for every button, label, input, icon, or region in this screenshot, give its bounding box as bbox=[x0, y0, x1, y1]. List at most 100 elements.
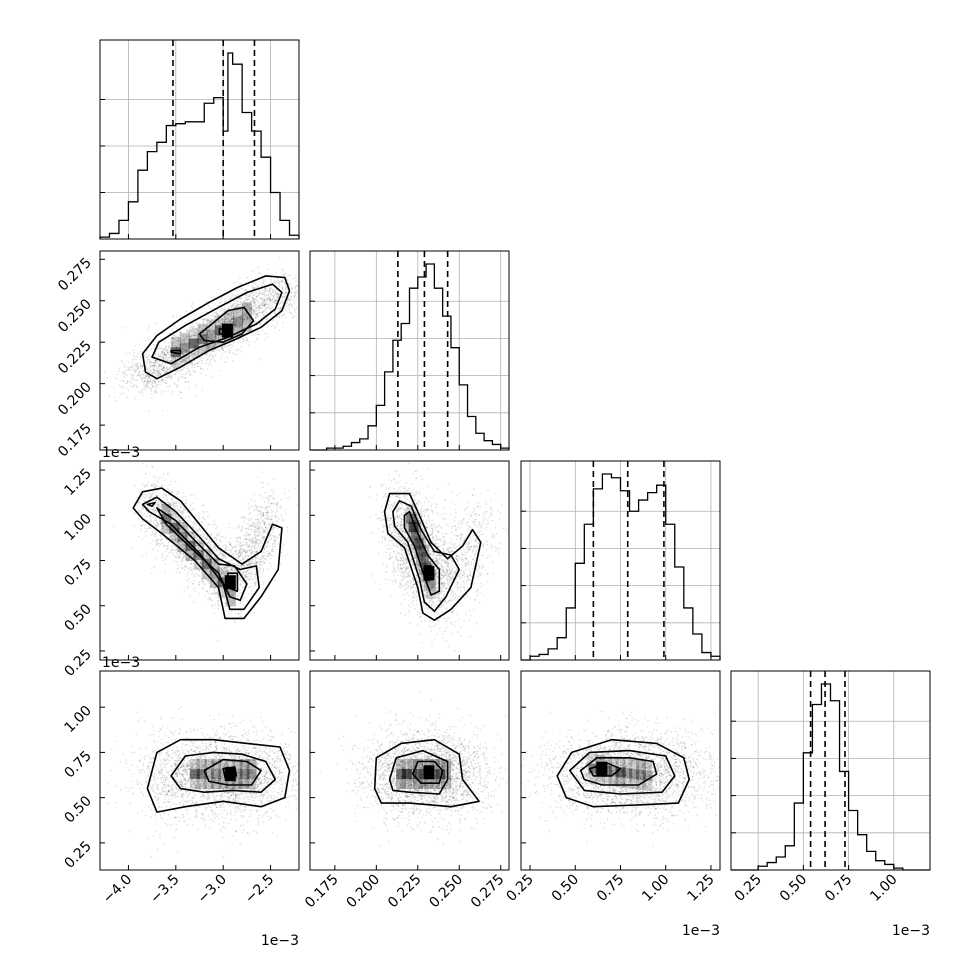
sample-point bbox=[284, 283, 287, 285]
sample-point bbox=[178, 557, 180, 559]
sample-point bbox=[279, 309, 281, 312]
sample-point bbox=[254, 305, 257, 308]
sample-point bbox=[253, 534, 256, 537]
sample-point bbox=[195, 327, 197, 330]
sample-point bbox=[183, 531, 186, 534]
sample-point bbox=[119, 380, 121, 382]
sample-point bbox=[139, 370, 141, 373]
sample-point bbox=[226, 570, 228, 573]
sample-point bbox=[177, 370, 180, 372]
sample-point bbox=[233, 312, 235, 315]
sample-point bbox=[202, 343, 204, 346]
sample-point bbox=[157, 353, 159, 356]
sample-point bbox=[202, 322, 204, 325]
sample-point bbox=[184, 381, 186, 383]
sample-point bbox=[174, 534, 177, 537]
sample-point bbox=[240, 581, 243, 583]
sample-point bbox=[269, 301, 271, 303]
sample-point bbox=[199, 315, 201, 317]
sample-point bbox=[185, 524, 187, 527]
sample-point bbox=[204, 518, 206, 521]
sample-point bbox=[233, 302, 236, 305]
sample-point bbox=[188, 530, 191, 533]
sample-point bbox=[159, 374, 161, 376]
sample-point bbox=[178, 549, 180, 552]
sample-point bbox=[198, 325, 201, 327]
histogram-panel-0 bbox=[99, 39, 300, 240]
sample-point bbox=[158, 364, 161, 366]
sample-point bbox=[238, 322, 241, 325]
sample-point bbox=[281, 288, 283, 291]
sample-point bbox=[177, 335, 180, 337]
sample-point bbox=[141, 505, 143, 508]
sample-point bbox=[165, 355, 168, 357]
sample-point bbox=[256, 295, 259, 297]
sample-point bbox=[144, 384, 147, 386]
sample-point bbox=[233, 340, 236, 343]
sample-point bbox=[217, 565, 220, 567]
sample-point bbox=[222, 321, 224, 324]
sample-point bbox=[188, 359, 191, 361]
sample-point bbox=[280, 301, 283, 304]
sample-point bbox=[265, 319, 268, 321]
sample-point bbox=[207, 541, 209, 543]
sample-point bbox=[184, 338, 186, 341]
sample-point bbox=[191, 325, 194, 328]
sample-point bbox=[226, 319, 229, 322]
sample-point bbox=[256, 522, 259, 524]
sample-point bbox=[275, 300, 277, 303]
sample-point bbox=[181, 368, 184, 371]
sample-point bbox=[196, 351, 199, 353]
sample-point bbox=[229, 537, 231, 540]
sample-point bbox=[281, 268, 283, 270]
sample-point bbox=[230, 319, 232, 321]
sample-point bbox=[192, 353, 195, 355]
sample-point bbox=[270, 304, 273, 307]
sample-point bbox=[207, 347, 210, 350]
sample-point bbox=[265, 298, 267, 301]
sample-point bbox=[256, 313, 258, 316]
sample-point bbox=[218, 570, 220, 572]
sample-point bbox=[149, 369, 151, 371]
sample-point bbox=[155, 375, 158, 377]
sample-point bbox=[243, 318, 245, 321]
sample-point bbox=[266, 509, 269, 512]
sample-point bbox=[308, 298, 310, 300]
sample-point bbox=[198, 516, 200, 519]
sample-point bbox=[223, 351, 226, 353]
sample-point bbox=[157, 505, 159, 508]
sample-point bbox=[193, 528, 196, 530]
sample-point bbox=[123, 370, 126, 373]
sample-point bbox=[147, 371, 150, 373]
sample-point bbox=[230, 568, 233, 571]
sample-point bbox=[153, 380, 156, 383]
sample-point bbox=[213, 315, 216, 317]
sample-point bbox=[279, 302, 282, 304]
sample-point bbox=[245, 322, 247, 325]
sample-point bbox=[182, 338, 185, 341]
sample-point bbox=[143, 380, 145, 383]
sample-point bbox=[153, 521, 155, 524]
sample-point bbox=[246, 298, 249, 301]
sample-point bbox=[292, 277, 295, 280]
sample-point bbox=[120, 359, 123, 362]
sample-point bbox=[242, 319, 244, 321]
sample-point bbox=[231, 294, 234, 296]
sample-point bbox=[190, 305, 193, 307]
sample-point bbox=[181, 511, 183, 513]
sample-point bbox=[190, 569, 193, 572]
sample-point bbox=[135, 365, 137, 368]
sample-point bbox=[199, 528, 201, 531]
sample-point bbox=[174, 362, 176, 365]
sample-point bbox=[170, 376, 172, 379]
density-cell bbox=[188, 328, 199, 339]
sample-point bbox=[183, 352, 185, 355]
sample-point bbox=[140, 367, 142, 369]
sample-point bbox=[269, 562, 271, 564]
sample-point bbox=[176, 567, 179, 570]
sample-point bbox=[233, 352, 236, 355]
sample-point bbox=[184, 495, 187, 498]
sample-point bbox=[228, 351, 231, 354]
sample-point bbox=[279, 280, 281, 283]
sample-point bbox=[153, 365, 155, 367]
